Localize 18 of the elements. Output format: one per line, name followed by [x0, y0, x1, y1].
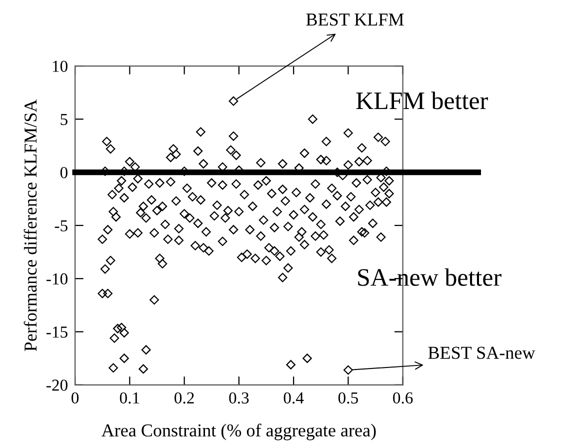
x-tick-label: 0.2	[174, 392, 194, 404]
y-tick-label: -5	[54, 220, 68, 232]
y-axis-title: Performance difference KLFM/SA	[24, 99, 37, 352]
x-tick-label: 0.3	[229, 392, 249, 404]
x-tick-label: 0.1	[120, 392, 140, 404]
x-tick-label: 0.4	[284, 392, 304, 404]
x-axis-title: Area Constraint (% of aggregate area)	[102, 424, 376, 440]
y-tick-label: 10	[52, 60, 68, 72]
annotation: BEST SA-new	[428, 346, 536, 359]
y-tick-label: 0	[60, 167, 68, 178]
annotation: BEST KLFM	[306, 14, 404, 26]
x-tick-label: 0.6	[393, 392, 413, 404]
x-tick-label: 0	[72, 392, 79, 404]
y-tick-label: -10	[46, 273, 68, 285]
y-tick-label: -15	[46, 326, 68, 338]
x-tick-label: 0.5	[338, 392, 358, 404]
y-tick-label: 5	[60, 114, 68, 126]
y-tick-label: -20	[46, 380, 68, 391]
